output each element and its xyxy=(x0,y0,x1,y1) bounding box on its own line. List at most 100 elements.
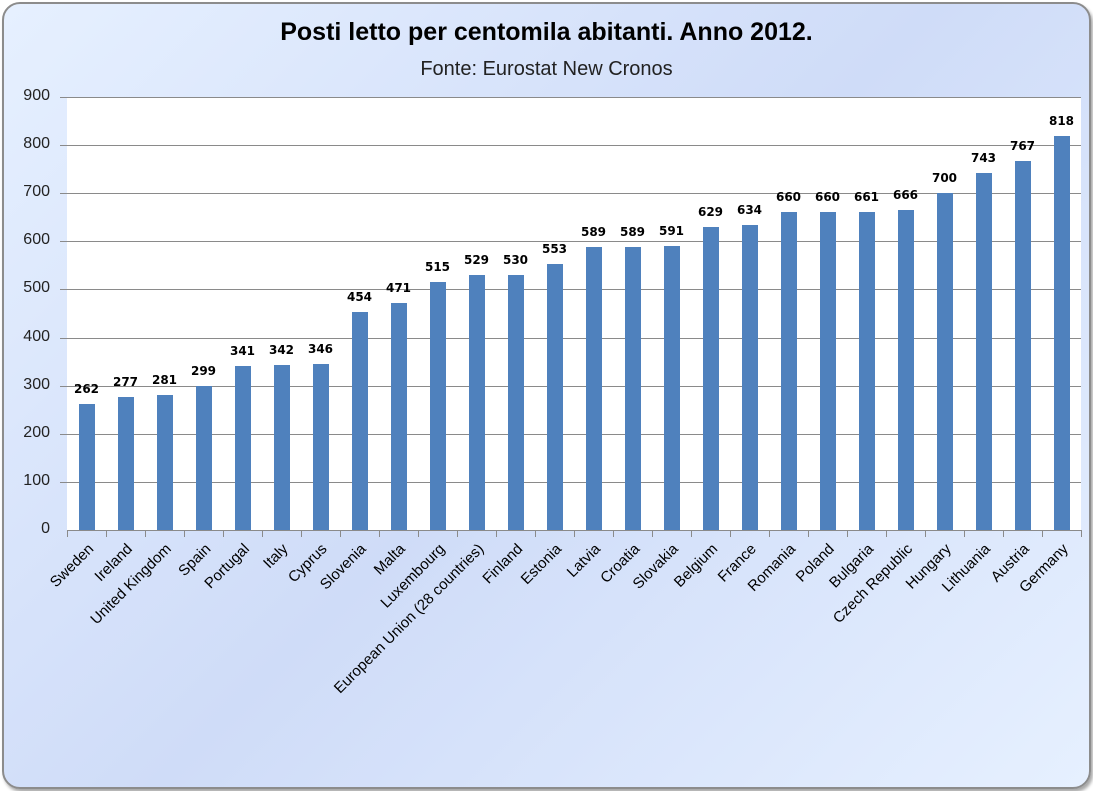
x-tick xyxy=(340,530,341,537)
bar-value-label: 634 xyxy=(736,202,763,217)
bar xyxy=(234,365,251,530)
plot-area xyxy=(60,97,1081,530)
bar-value-label: 661 xyxy=(853,189,880,204)
bar xyxy=(975,172,992,530)
bar-value-label: 660 xyxy=(775,190,802,205)
x-tick xyxy=(262,530,263,537)
x-tick xyxy=(418,530,419,537)
bar xyxy=(624,246,641,530)
y-tick-label: 600 xyxy=(23,231,50,249)
bar-value-label: 515 xyxy=(424,260,451,275)
bar xyxy=(819,212,836,530)
bar-value-label: 767 xyxy=(1009,138,1036,153)
x-tick-label: Finland xyxy=(478,540,526,588)
x-tick xyxy=(496,530,497,537)
bar-value-label: 700 xyxy=(931,171,958,186)
x-tick xyxy=(574,530,575,537)
x-tick xyxy=(223,530,224,537)
x-tick xyxy=(730,530,731,537)
bar-value-label: 262 xyxy=(73,381,100,396)
bar-value-label: 629 xyxy=(697,205,724,220)
y-tick-label: 300 xyxy=(23,375,50,393)
bar xyxy=(1053,136,1070,530)
x-tick xyxy=(379,530,380,537)
y-tick-label: 900 xyxy=(23,87,50,104)
gridline xyxy=(60,241,1081,243)
bar xyxy=(195,386,212,530)
x-tick xyxy=(613,530,614,537)
bar xyxy=(273,365,290,530)
bar xyxy=(507,275,524,530)
x-tick xyxy=(925,530,926,537)
bar xyxy=(897,209,914,530)
bar-value-label: 277 xyxy=(112,374,139,389)
bar-value-label: 666 xyxy=(892,187,919,202)
bar-value-label: 591 xyxy=(658,223,685,238)
bar xyxy=(78,403,95,530)
x-tick xyxy=(535,530,536,537)
x-tick xyxy=(457,530,458,537)
bar-value-label: 281 xyxy=(151,372,178,387)
bar-value-label: 743 xyxy=(970,150,997,165)
gridline xyxy=(60,433,1081,435)
x-tick-label: Sweden xyxy=(46,540,97,591)
bar-value-label: 299 xyxy=(190,364,217,379)
x-tick xyxy=(847,530,848,537)
x-tick xyxy=(1081,530,1082,537)
y-tick-label: 800 xyxy=(23,135,50,153)
x-tick-label: Estonia xyxy=(517,540,565,588)
gridline xyxy=(60,337,1081,339)
bar-value-label: 471 xyxy=(385,281,412,296)
bar xyxy=(468,275,485,530)
bar xyxy=(1014,160,1031,530)
x-tick xyxy=(1003,530,1004,537)
y-tick-label: 500 xyxy=(23,279,50,297)
bar-value-label: 530 xyxy=(502,253,529,267)
gridline xyxy=(60,481,1081,483)
x-tick xyxy=(67,530,68,537)
bar-value-label: 589 xyxy=(619,224,646,239)
bar-value-label: 341 xyxy=(229,343,256,358)
y-tick-label: 700 xyxy=(23,183,50,201)
x-tick xyxy=(886,530,887,537)
bar-value-label: 342 xyxy=(268,343,295,358)
bar xyxy=(741,224,758,530)
gridline xyxy=(60,289,1081,291)
bar xyxy=(390,303,407,530)
bar-value-label: 818 xyxy=(1048,114,1075,129)
y-tick-label: 200 xyxy=(23,423,50,441)
x-tick xyxy=(106,530,107,537)
y-tick-label: 400 xyxy=(23,327,50,345)
bar-value-label: 553 xyxy=(541,241,568,256)
x-tick xyxy=(1042,530,1043,537)
chart-subtitle: Fonte: Eurostat New Cronos xyxy=(420,58,673,80)
bar xyxy=(117,396,134,530)
y-tick-label: 0 xyxy=(41,520,50,537)
gridline xyxy=(60,97,1081,98)
x-tick-label: Italy xyxy=(259,540,292,572)
bar-value-label: 660 xyxy=(814,190,841,205)
x-tick xyxy=(184,530,185,537)
bar xyxy=(585,246,602,530)
x-tick xyxy=(964,530,965,537)
x-tick xyxy=(301,530,302,537)
bar xyxy=(702,227,719,530)
y-tick-label: 100 xyxy=(23,471,50,489)
chart-title: Posti letto per centomila abitanti. Anno… xyxy=(280,18,813,46)
bar-value-label: 346 xyxy=(307,341,334,356)
bar xyxy=(546,263,563,530)
gridline xyxy=(60,145,1081,147)
x-tick xyxy=(691,530,692,537)
gridline xyxy=(60,193,1081,195)
x-tick xyxy=(769,530,770,537)
bar-value-label: 589 xyxy=(580,224,607,239)
x-tick xyxy=(808,530,809,537)
bar xyxy=(312,363,329,530)
bar-value-label: 454 xyxy=(346,289,373,304)
bar xyxy=(936,193,953,530)
bar xyxy=(429,282,446,530)
x-tick xyxy=(145,530,146,537)
bar xyxy=(156,394,173,530)
x-tick xyxy=(652,530,653,537)
